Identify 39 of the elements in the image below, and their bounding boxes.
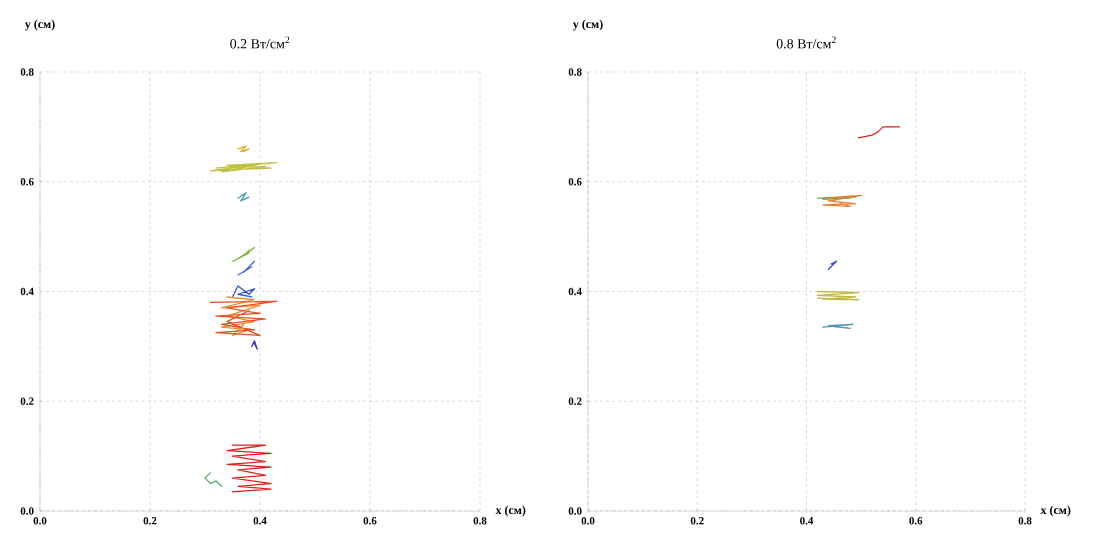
line-series (237, 260, 256, 276)
y-tick-label: 0.2 (20, 397, 34, 405)
x-tick-label: 0.0 (33, 517, 47, 525)
line-series (220, 296, 261, 337)
x-tick-label: 0.4 (253, 517, 267, 525)
line-series (822, 194, 862, 208)
y-tick-label: 0.0 (20, 507, 34, 515)
line-series (209, 161, 278, 173)
x-tick-label: 0.6 (363, 517, 377, 525)
line-series (209, 300, 278, 337)
x-tick-label: 0.6 (909, 517, 923, 525)
x-tick-label: 0.8 (1018, 517, 1032, 525)
x-tick-label: 0.2 (690, 517, 704, 525)
chart-title: 0.8 Вт/см$^{2}$ (776, 36, 836, 49)
x-tick-label: 0.2 (143, 517, 157, 525)
x-tick-label: 0.4 (800, 517, 814, 525)
line-series (231, 285, 256, 298)
x-tick-label: 0.0 (581, 517, 595, 525)
line-series (857, 126, 901, 139)
line-series (237, 192, 250, 202)
chart-title: 0.2 Вт/см$^{2}$ (230, 36, 290, 49)
line-series (231, 246, 256, 262)
y-tick-label: 0.4 (568, 287, 582, 296)
line-series (251, 340, 258, 350)
line-series (204, 471, 223, 487)
y-tick-label: 0.8 (20, 68, 34, 76)
x-axis-title: x (см) (1040, 505, 1071, 517)
y-axis-title: y (см) (572, 19, 603, 31)
x-tick-label: 0.8 (473, 517, 487, 525)
y-axis-title: y (см) (24, 19, 55, 31)
y-tick-label: 0.2 (568, 397, 582, 405)
y-tick-label: 0.0 (568, 507, 582, 515)
y-tick-label: 0.8 (568, 68, 582, 76)
y-tick-label: 0.4 (20, 287, 34, 296)
line-series (226, 444, 272, 493)
y-tick-label: 0.6 (20, 178, 34, 186)
line-series (816, 290, 860, 301)
x-axis-title: x (см) (495, 505, 526, 517)
y-tick-label: 0.6 (568, 178, 582, 186)
